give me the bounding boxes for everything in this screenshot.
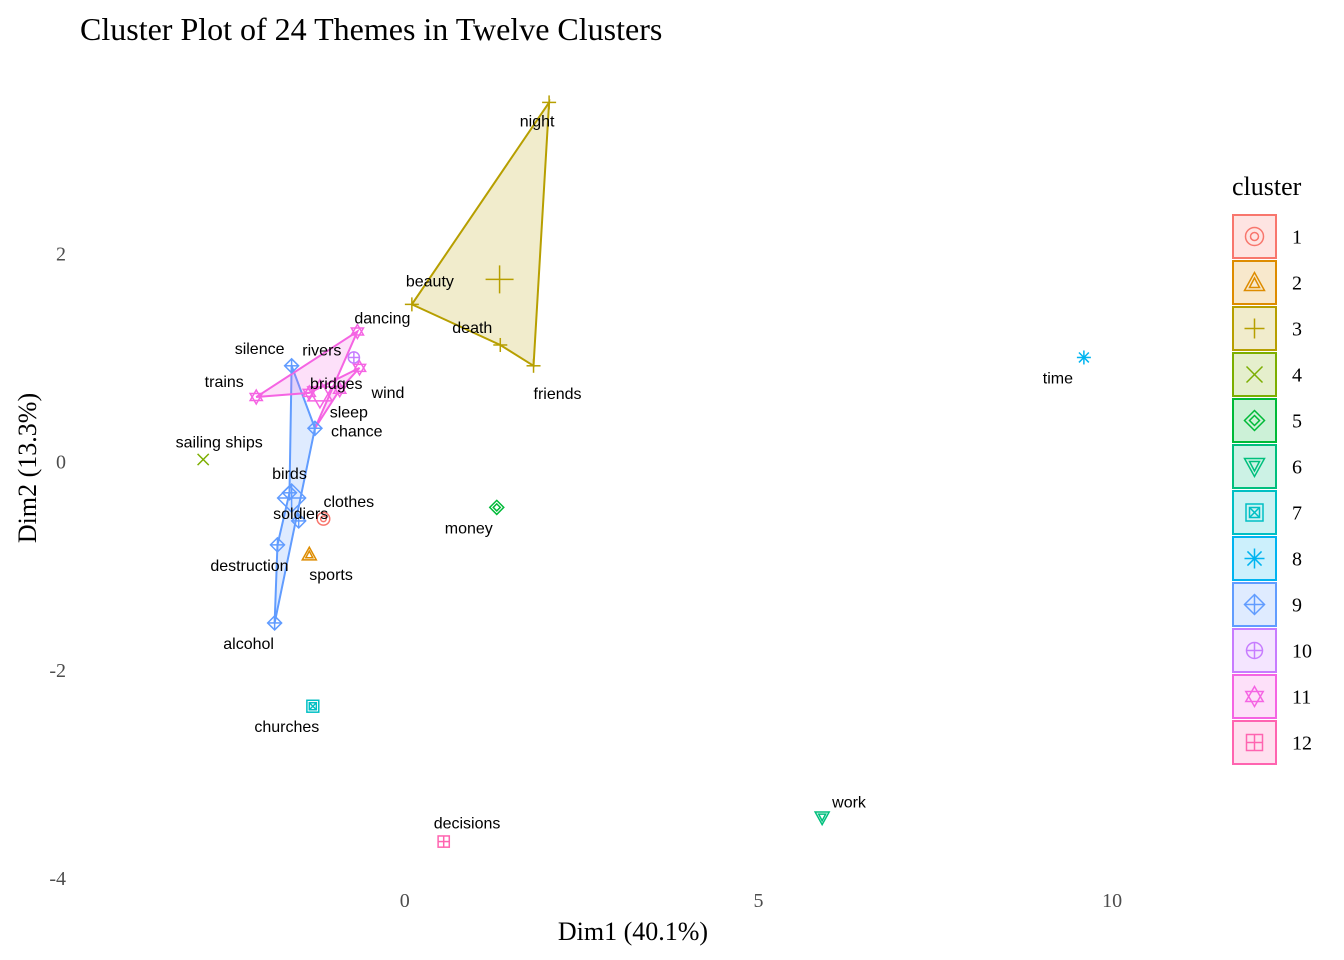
label-friends: friends bbox=[534, 386, 582, 403]
legend-item-1: 1 bbox=[1232, 214, 1302, 259]
label-clothes: clothes bbox=[323, 494, 374, 511]
legend-label-2: 2 bbox=[1292, 273, 1302, 295]
point-money bbox=[488, 499, 505, 516]
legend-item-4: 4 bbox=[1232, 352, 1302, 397]
point-trains bbox=[248, 388, 264, 406]
axes: 0 5 10 2 0 -2 -4 bbox=[49, 243, 1122, 912]
label-churches: churches bbox=[254, 719, 319, 736]
cluster-9-centroid bbox=[276, 482, 307, 514]
legend-key-11 bbox=[1232, 674, 1277, 719]
point-rivers bbox=[347, 351, 361, 364]
point-decisions bbox=[437, 835, 451, 848]
point-silence bbox=[283, 357, 300, 374]
legend-item-5: 5 bbox=[1232, 398, 1302, 443]
legend-label-7: 7 bbox=[1292, 503, 1302, 525]
label-alcohol: alcohol bbox=[223, 636, 274, 653]
legend-item-2: 2 bbox=[1232, 260, 1302, 305]
point-chance bbox=[306, 420, 324, 437]
point-clothes bbox=[316, 511, 331, 526]
label-destruction: destruction bbox=[210, 558, 288, 575]
legend-label-8: 8 bbox=[1292, 549, 1302, 571]
label-bridges: bridges bbox=[310, 376, 362, 393]
point-alcohol bbox=[266, 614, 283, 632]
legend-label-6: 6 bbox=[1292, 457, 1302, 479]
legend-label-3: 3 bbox=[1292, 319, 1302, 341]
legend-item-7: 7 bbox=[1232, 490, 1302, 535]
y-tick-label: 0 bbox=[56, 452, 66, 474]
legend-item-11: 11 bbox=[1232, 674, 1311, 719]
y-tick-label: -4 bbox=[49, 868, 66, 890]
y-tick-label: 2 bbox=[56, 243, 66, 265]
legend-key-6 bbox=[1232, 444, 1277, 489]
legend-label-9: 9 bbox=[1292, 595, 1302, 617]
legend-label-5: 5 bbox=[1292, 411, 1302, 433]
point-labels: clothes sports night beauty death friends sail… bbox=[176, 113, 1073, 832]
label-silence: silence bbox=[235, 341, 285, 358]
point-churches bbox=[306, 699, 320, 713]
x-tick-label: 0 bbox=[400, 890, 410, 912]
legend-item-9: 9 bbox=[1232, 582, 1302, 627]
point-destruction bbox=[269, 536, 286, 553]
point-work bbox=[813, 811, 831, 827]
label-wind: wind bbox=[371, 385, 405, 402]
legend-item-3: 3 bbox=[1232, 306, 1302, 351]
label-night: night bbox=[520, 113, 555, 130]
y-axis-title: Dim2 (13.3%) bbox=[13, 393, 42, 543]
legend-item-12: 12 bbox=[1232, 720, 1312, 765]
point-time bbox=[1076, 350, 1091, 365]
data-points bbox=[197, 95, 1091, 848]
label-work: work bbox=[831, 795, 867, 812]
point-sports bbox=[301, 545, 318, 561]
label-dancing: dancing bbox=[354, 310, 410, 327]
legend-label-12: 12 bbox=[1292, 733, 1312, 755]
point-friends bbox=[526, 358, 541, 373]
legend-key-4 bbox=[1232, 352, 1277, 397]
legend-key-5 bbox=[1232, 398, 1277, 443]
legend-label-4: 4 bbox=[1292, 365, 1302, 387]
point-death bbox=[493, 337, 508, 352]
y-tick-label: -2 bbox=[49, 660, 66, 682]
label-money: money bbox=[445, 520, 493, 537]
legend-item-6: 6 bbox=[1232, 444, 1302, 489]
legend-key-1 bbox=[1232, 214, 1277, 259]
cluster-11-centroid bbox=[306, 378, 334, 410]
label-birds: birds bbox=[272, 466, 307, 483]
label-sports: sports bbox=[309, 567, 353, 584]
label-decisions: decisions bbox=[434, 816, 501, 833]
legend-item-10: 10 bbox=[1232, 628, 1312, 673]
cluster-3-centroid bbox=[485, 265, 514, 294]
label-beauty: beauty bbox=[406, 273, 454, 290]
point-sleep bbox=[332, 381, 348, 399]
x-tick-label: 10 bbox=[1102, 890, 1122, 912]
legend-title: cluster bbox=[1232, 172, 1302, 201]
legend-label-1: 1 bbox=[1292, 227, 1302, 249]
legend-key-2 bbox=[1232, 260, 1277, 305]
x-tick-label: 5 bbox=[753, 890, 763, 912]
point-wind bbox=[352, 359, 367, 377]
cluster-hulls bbox=[255, 98, 551, 624]
legend-label-10: 10 bbox=[1292, 641, 1312, 663]
legend-key-10 bbox=[1232, 628, 1277, 673]
point-night bbox=[542, 95, 557, 110]
chart-title: Cluster Plot of 24 Themes in Twelve Clus… bbox=[80, 11, 662, 47]
label-chance: chance bbox=[331, 423, 383, 440]
point-soldiers bbox=[290, 512, 307, 529]
label-time: time bbox=[1043, 370, 1073, 387]
label-soldiers: soldiers bbox=[273, 506, 328, 523]
legend-item-8: 8 bbox=[1232, 536, 1302, 581]
point-dancing bbox=[350, 322, 365, 340]
point-beauty bbox=[404, 297, 419, 312]
label-trains: trains bbox=[205, 374, 244, 391]
label-sleep: sleep bbox=[330, 405, 368, 422]
legend-label-11: 11 bbox=[1292, 687, 1311, 709]
label-sailing-ships: sailing ships bbox=[176, 434, 263, 451]
label-death: death bbox=[452, 320, 492, 337]
point-sailing-ships bbox=[197, 453, 210, 466]
x-axis-title: Dim1 (40.1%) bbox=[558, 917, 708, 946]
label-rivers: rivers bbox=[302, 342, 341, 359]
